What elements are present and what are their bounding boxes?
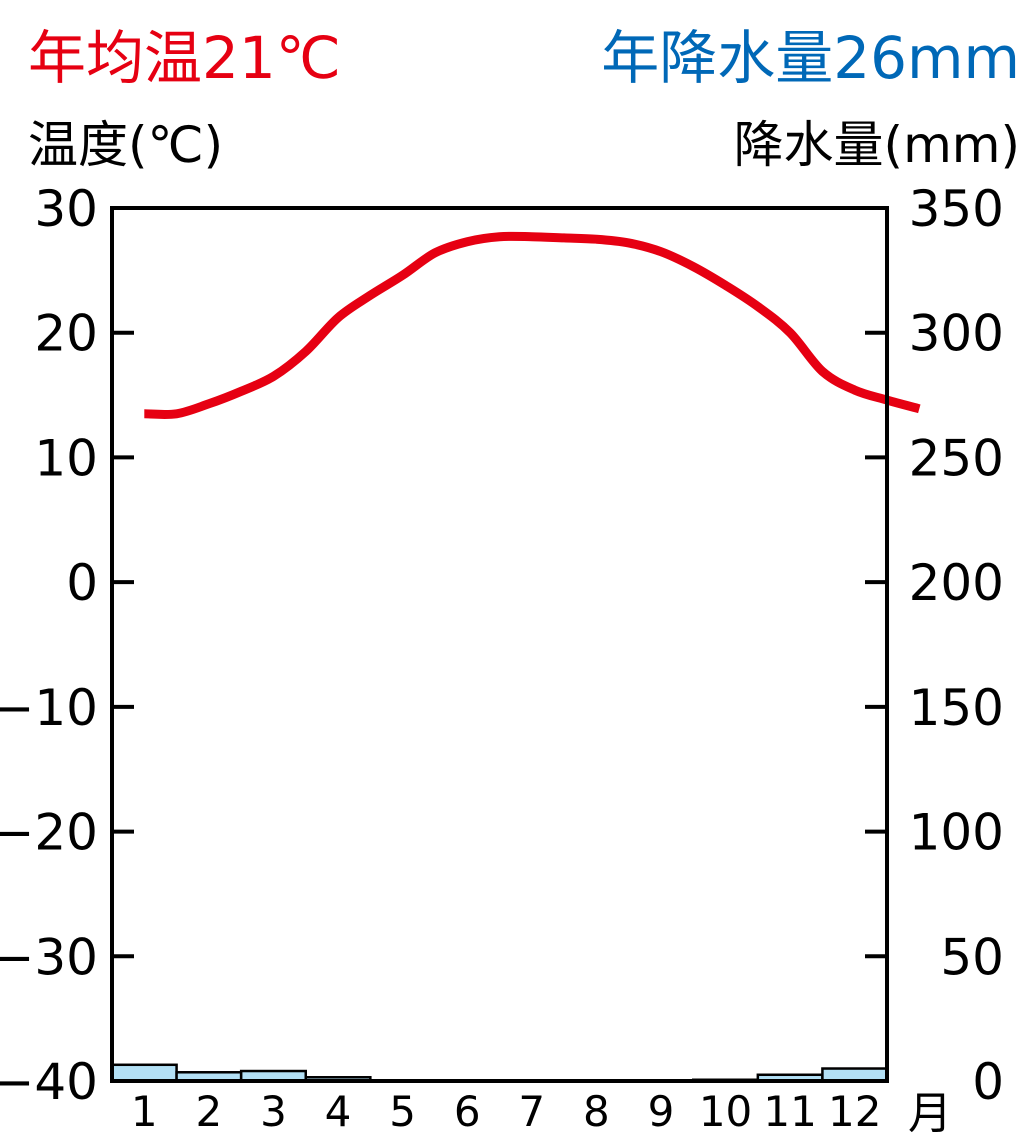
month-label-10: 10 (699, 1087, 752, 1136)
right-tick-label-50: 50 (940, 928, 1004, 986)
left-tick-label-20: 20 (34, 305, 98, 363)
month-label-8: 8 (583, 1087, 610, 1136)
right-tick-label-0: 0 (972, 1053, 1004, 1111)
right-tick-label-150: 150 (909, 679, 1004, 737)
left-tick-label--10: −10 (0, 679, 98, 737)
month-label-4: 4 (325, 1087, 352, 1136)
precip-bars (110, 1063, 889, 1083)
right-tick-label-350: 350 (909, 180, 1004, 238)
plot-frame (110, 206, 889, 1083)
avg-temp-title: 年均温21℃ (28, 24, 341, 92)
left-tick-label--30: −30 (0, 928, 98, 986)
month-label-2: 2 (196, 1087, 223, 1136)
left-tick-label--40: −40 (0, 1053, 98, 1111)
month-label-3: 3 (260, 1087, 287, 1136)
right-tick-label-250: 250 (909, 429, 1004, 487)
month-label-1: 1 (131, 1087, 158, 1136)
month-label-11: 11 (763, 1087, 816, 1136)
annual-precip-title: 年降水量26mm (601, 24, 1020, 92)
right-tick-label-300: 300 (909, 305, 1004, 363)
month-label-5: 5 (389, 1087, 416, 1136)
right-axis-label: 降水量(mm) (734, 116, 1020, 174)
left-axis-label: 温度(℃) (28, 116, 223, 174)
left-tick-label-30: 30 (34, 180, 98, 238)
month-label-7: 7 (518, 1087, 545, 1136)
left-tick-label-10: 10 (34, 429, 98, 487)
month-label-6: 6 (454, 1087, 481, 1136)
month-label-12: 12 (828, 1087, 881, 1136)
right-tick-label-200: 200 (909, 554, 1004, 612)
temperature-line (144, 231, 921, 420)
month-label-9: 9 (648, 1087, 675, 1136)
tick-labels: 3020100−10−20−30−40350300250200150100500… (0, 180, 1004, 1136)
left-tick-label-0: 0 (66, 554, 98, 612)
right-tick-label-100: 100 (909, 804, 1004, 862)
precip-bar-1 (110, 1063, 178, 1083)
axis-ticks (112, 206, 887, 1083)
temperature-line-layer (144, 231, 921, 420)
x-unit-label: 月 (908, 1088, 952, 1139)
left-tick-label--20: −20 (0, 804, 98, 862)
